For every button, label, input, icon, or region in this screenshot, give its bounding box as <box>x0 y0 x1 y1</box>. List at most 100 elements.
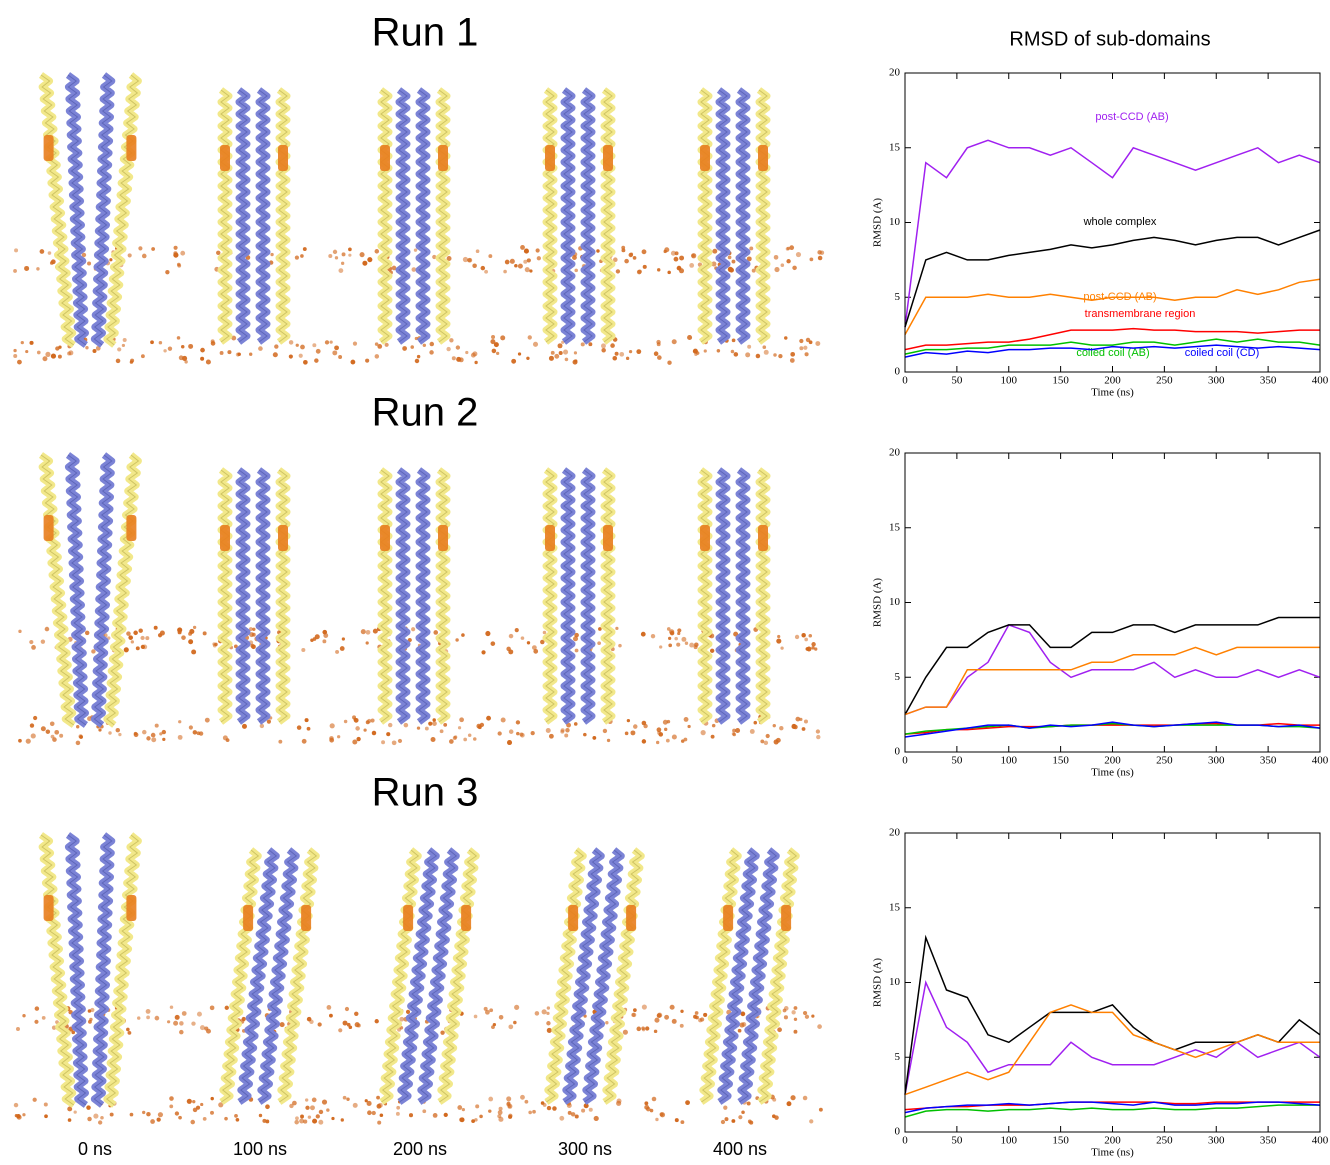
helix-edge <box>563 469 573 723</box>
lipid-head <box>399 1016 405 1022</box>
lipid-head <box>452 736 457 740</box>
lipid-head <box>272 352 278 358</box>
lipid-head <box>356 1023 361 1028</box>
lipid-head <box>162 737 166 742</box>
lipid-head <box>557 343 563 349</box>
lipid-head <box>624 258 629 264</box>
lipid-head <box>506 1096 512 1102</box>
lipid-head <box>210 339 215 344</box>
lipid-head <box>483 1006 488 1011</box>
helix <box>600 87 616 345</box>
hinge-segment <box>43 895 54 921</box>
x-tick-label: 0 <box>902 375 908 387</box>
lipid-head <box>517 352 522 356</box>
helix-edge <box>718 89 728 343</box>
lipid-head <box>455 345 461 350</box>
lipid-head <box>574 359 578 363</box>
lipid-head <box>216 250 221 256</box>
helix-edge <box>238 89 248 343</box>
lipid-head <box>731 338 736 343</box>
lipid-head <box>249 632 255 638</box>
lipid-head <box>292 1100 297 1106</box>
lipid-head <box>786 259 791 264</box>
lipid-head <box>122 338 127 343</box>
lipid-head <box>341 261 345 265</box>
lipid-head <box>331 1116 335 1121</box>
lipid-head <box>153 625 158 630</box>
lipid-head <box>592 736 597 740</box>
lipid-head <box>457 726 462 730</box>
lipid-head <box>666 627 671 631</box>
lipid-head <box>656 727 662 733</box>
y-tick-label: 15 <box>889 141 901 153</box>
lipid-head <box>17 359 22 365</box>
lipid-head <box>411 267 417 272</box>
lipid-head <box>679 255 685 261</box>
helix-edge <box>105 454 140 726</box>
helix-edge <box>758 89 768 343</box>
lipid-head <box>279 1022 285 1028</box>
lipid-head <box>520 732 525 738</box>
lipid-head <box>376 1103 382 1109</box>
lipid-head <box>484 269 489 274</box>
lipid-head <box>456 356 462 362</box>
lipid-head <box>763 740 769 746</box>
lipid-head <box>205 359 211 365</box>
lipid-head <box>493 342 499 348</box>
lipid-head <box>630 730 636 736</box>
x-tick-label: 200 <box>1104 375 1121 387</box>
x-tick-label: 300 <box>1208 375 1225 387</box>
lipid-head <box>583 1014 587 1018</box>
lipid-head <box>47 251 52 255</box>
lipid-head <box>773 255 779 260</box>
lipid-head <box>656 342 661 347</box>
lipid-head <box>306 726 311 731</box>
lipid-head <box>439 729 444 734</box>
lipid-head <box>606 738 611 743</box>
lipid-head <box>302 247 307 252</box>
lipid-head <box>533 648 539 654</box>
lipid-head <box>22 1014 26 1018</box>
lipid-head <box>534 1011 540 1016</box>
lipid-head <box>774 267 780 273</box>
lipid-head <box>289 1103 294 1109</box>
lipid-head <box>237 352 241 357</box>
y-tick-label: 5 <box>895 671 901 683</box>
y-tick-label: 15 <box>889 901 901 913</box>
lipid-head <box>763 349 769 355</box>
lipid-head <box>310 638 314 642</box>
lipid-head <box>612 355 618 361</box>
lipid-head <box>115 727 120 733</box>
x-tick-label: 250 <box>1156 755 1173 767</box>
lipid-head <box>772 723 776 728</box>
helix <box>377 87 393 345</box>
lipid-head <box>804 637 808 642</box>
lipid-head <box>365 720 370 725</box>
lipid-head <box>199 1025 205 1031</box>
lipid-head <box>422 1109 427 1114</box>
lipid-head <box>473 1014 478 1019</box>
x-tick-label: 50 <box>951 755 963 767</box>
lipid-head <box>789 358 795 363</box>
lipid-head <box>508 1024 514 1030</box>
lipid-head <box>511 358 517 364</box>
lipid-head <box>219 351 224 355</box>
lipid-head <box>808 633 813 638</box>
helix-edge <box>438 89 448 343</box>
y-axis-label: RMSD (A) <box>872 958 884 1008</box>
lipid-head <box>650 633 656 639</box>
lipid-head <box>500 717 506 723</box>
lipid-head <box>710 734 715 739</box>
lipid-head <box>301 738 307 744</box>
lipid-head <box>188 639 194 645</box>
lipid-head <box>123 647 129 653</box>
lipid-head <box>565 728 570 733</box>
lipid-head <box>241 723 247 729</box>
lipid-head <box>693 1014 698 1019</box>
lipid-head <box>42 356 48 362</box>
lipid-head <box>30 733 36 739</box>
helix <box>255 467 271 725</box>
lipid-head <box>43 1102 48 1107</box>
lipid-head <box>202 631 207 636</box>
lipid-head <box>73 1110 77 1114</box>
